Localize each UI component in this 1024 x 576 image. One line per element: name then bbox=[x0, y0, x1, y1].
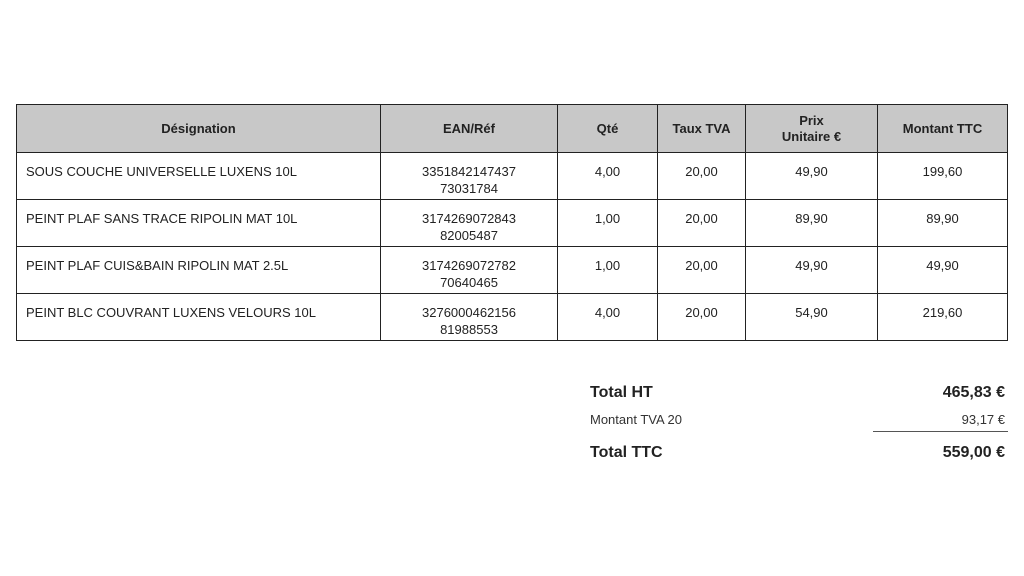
header-prix-line2: Unitaire € bbox=[781, 128, 842, 144]
prix-text: 49,90 bbox=[795, 164, 828, 179]
cell-montant: 199,60 bbox=[877, 152, 1008, 200]
designation-text: SOUS COUCHE UNIVERSELLE LUXENS 10L bbox=[26, 164, 297, 179]
cell-designation: PEINT PLAF CUIS&BAIN RIPOLIN MAT 2.5L bbox=[16, 246, 381, 294]
cell-tva: 20,00 bbox=[657, 293, 746, 341]
prix-text: 89,90 bbox=[795, 211, 828, 226]
cell-qte: 4,00 bbox=[557, 152, 658, 200]
table-row: PEINT PLAF CUIS&BAIN RIPOLIN MAT 2.5L 317… bbox=[16, 246, 1008, 294]
cell-ean-ref: 3174269072843 82005487 bbox=[380, 199, 558, 247]
montant-text: 199,60 bbox=[922, 164, 963, 179]
cell-designation: PEINT BLC COUVRANT LUXENS VELOURS 10L bbox=[16, 293, 381, 341]
total-ht-label: Total HT bbox=[590, 384, 653, 401]
cell-qte: 1,00 bbox=[557, 199, 658, 247]
cell-prix: 89,90 bbox=[745, 199, 878, 247]
cell-ean-ref: 3351842147437 73031784 bbox=[380, 152, 558, 200]
header-taux-tva: Taux TVA bbox=[657, 104, 746, 153]
cell-prix: 49,90 bbox=[745, 246, 878, 294]
ean-text: 3276000462156 bbox=[422, 305, 516, 320]
designation-text: PEINT PLAF SANS TRACE RIPOLIN MAT 10L bbox=[26, 211, 298, 226]
tva-value: 93,17 € bbox=[961, 412, 1005, 427]
cell-montant: 89,90 bbox=[877, 199, 1008, 247]
tva-text: 20,00 bbox=[685, 258, 718, 273]
total-ttc-value: 559,00 € bbox=[942, 444, 1005, 461]
ean-text: 3174269072782 bbox=[422, 258, 516, 273]
ref-text: 70640465 bbox=[440, 275, 498, 290]
total-ht-value: 465,83 € bbox=[942, 384, 1005, 401]
ref-text: 82005487 bbox=[440, 228, 498, 243]
cell-prix: 54,90 bbox=[745, 293, 878, 341]
header-designation: Désignation bbox=[16, 104, 381, 153]
table-row: PEINT PLAF SANS TRACE RIPOLIN MAT 10L 317… bbox=[16, 199, 1008, 247]
cell-montant: 49,90 bbox=[877, 246, 1008, 294]
cell-qte: 4,00 bbox=[557, 293, 658, 341]
tva-text: 20,00 bbox=[685, 211, 718, 226]
qte-text: 4,00 bbox=[594, 305, 621, 320]
total-ttc-label: Total TTC bbox=[590, 444, 663, 461]
montant-text: 219,60 bbox=[922, 305, 963, 320]
cell-designation: SOUS COUCHE UNIVERSELLE LUXENS 10L bbox=[16, 152, 381, 200]
cell-designation: PEINT PLAF SANS TRACE RIPOLIN MAT 10L bbox=[16, 199, 381, 247]
cell-ean-ref: 3174269072782 70640465 bbox=[380, 246, 558, 294]
tva-label: Montant TVA 20 bbox=[590, 412, 683, 427]
cell-tva: 20,00 bbox=[657, 199, 746, 247]
header-qte: Qté bbox=[557, 104, 658, 153]
cell-ean-ref: 3276000462156 81988553 bbox=[380, 293, 558, 341]
cell-montant: 219,60 bbox=[877, 293, 1008, 341]
table-row: SOUS COUCHE UNIVERSELLE LUXENS 10L 335184… bbox=[16, 152, 1008, 200]
ean-text: 3174269072843 bbox=[422, 211, 516, 226]
cell-qte: 1,00 bbox=[557, 246, 658, 294]
cell-tva: 20,00 bbox=[657, 152, 746, 200]
prix-text: 54,90 bbox=[795, 305, 828, 320]
totals-divider bbox=[873, 431, 1008, 432]
ref-text: 73031784 bbox=[440, 181, 498, 196]
montant-text: 49,90 bbox=[926, 258, 959, 273]
ref-text: 81988553 bbox=[440, 322, 498, 337]
header-prix-unitaire: Prix Unitaire € bbox=[745, 104, 878, 153]
cell-prix: 49,90 bbox=[745, 152, 878, 200]
header-prix-line1: Prix bbox=[799, 112, 824, 128]
qte-text: 1,00 bbox=[594, 211, 621, 226]
designation-text: PEINT PLAF CUIS&BAIN RIPOLIN MAT 2.5L bbox=[26, 258, 289, 273]
cell-tva: 20,00 bbox=[657, 246, 746, 294]
invoice-lines-table: Désignation EAN/Réf Qté Taux TVA Prix Uni… bbox=[16, 104, 1008, 341]
tva-text: 20,00 bbox=[685, 305, 718, 320]
qte-text: 1,00 bbox=[594, 258, 621, 273]
table-header-row: Désignation EAN/Réf Qté Taux TVA Prix Uni… bbox=[16, 104, 1008, 153]
designation-text: PEINT BLC COUVRANT LUXENS VELOURS 10L bbox=[26, 305, 316, 320]
table-row: PEINT BLC COUVRANT LUXENS VELOURS 10L 327… bbox=[16, 293, 1008, 341]
ean-text: 3351842147437 bbox=[422, 164, 516, 179]
qte-text: 4,00 bbox=[594, 164, 621, 179]
tva-text: 20,00 bbox=[685, 164, 718, 179]
header-montant-ttc: Montant TTC bbox=[877, 104, 1008, 153]
prix-text: 49,90 bbox=[795, 258, 828, 273]
montant-text: 89,90 bbox=[926, 211, 959, 226]
header-ean-ref: EAN/Réf bbox=[380, 104, 558, 153]
